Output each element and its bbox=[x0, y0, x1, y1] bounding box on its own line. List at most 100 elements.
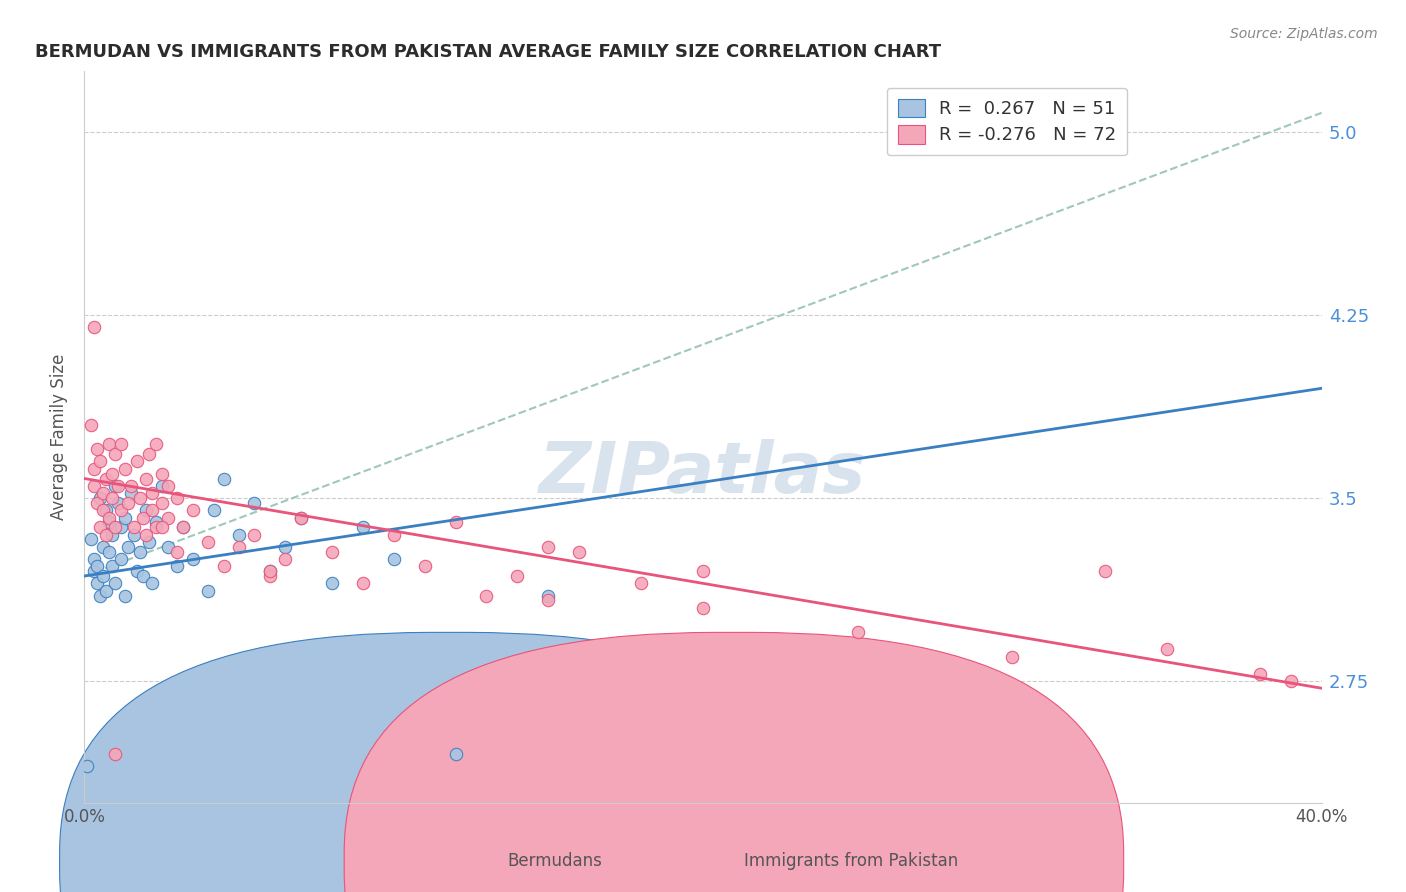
Point bbox=[444, 747, 467, 761]
Point bbox=[1156, 642, 1178, 657]
Point bbox=[259, 564, 281, 578]
Point bbox=[290, 510, 312, 524]
Point bbox=[76, 759, 98, 773]
Point bbox=[91, 486, 114, 500]
Point bbox=[83, 462, 105, 476]
Point bbox=[89, 454, 111, 468]
Point bbox=[132, 510, 155, 524]
Point bbox=[138, 447, 160, 461]
Point bbox=[506, 569, 529, 583]
Point bbox=[125, 454, 148, 468]
Point bbox=[630, 576, 652, 591]
Point bbox=[537, 593, 560, 607]
Point bbox=[98, 437, 121, 451]
Text: BERMUDAN VS IMMIGRANTS FROM PAKISTAN AVERAGE FAMILY SIZE CORRELATION CHART: BERMUDAN VS IMMIGRANTS FROM PAKISTAN AVE… bbox=[35, 44, 941, 62]
Point bbox=[141, 576, 163, 591]
Point bbox=[321, 576, 343, 591]
Point bbox=[117, 496, 139, 510]
Point bbox=[156, 479, 179, 493]
Y-axis label: Average Family Size: Average Family Size bbox=[51, 354, 69, 520]
Point bbox=[259, 569, 281, 583]
Point bbox=[197, 535, 219, 549]
Legend: R =  0.267   N = 51, R = -0.276   N = 72: R = 0.267 N = 51, R = -0.276 N = 72 bbox=[887, 87, 1128, 155]
Point bbox=[537, 540, 560, 554]
Point bbox=[129, 544, 152, 558]
Point bbox=[212, 559, 235, 574]
Point bbox=[101, 559, 124, 574]
Point bbox=[120, 479, 142, 493]
Point bbox=[120, 486, 142, 500]
Point bbox=[114, 589, 136, 603]
Point bbox=[141, 503, 163, 517]
Point bbox=[382, 527, 405, 541]
Point bbox=[104, 576, 127, 591]
Point bbox=[202, 503, 225, 517]
Point bbox=[101, 467, 124, 481]
Point bbox=[568, 544, 591, 558]
Point bbox=[91, 540, 114, 554]
Point bbox=[1094, 564, 1116, 578]
Point bbox=[98, 544, 121, 558]
Point bbox=[150, 520, 173, 534]
Text: Bermudans: Bermudans bbox=[508, 853, 602, 871]
Point bbox=[166, 491, 188, 505]
Point bbox=[104, 479, 127, 493]
Point bbox=[107, 479, 129, 493]
Point bbox=[110, 437, 132, 451]
Point bbox=[94, 527, 117, 541]
Point bbox=[125, 564, 148, 578]
Point bbox=[150, 479, 173, 493]
Point bbox=[274, 540, 297, 554]
Point bbox=[259, 564, 281, 578]
Point bbox=[110, 520, 132, 534]
Point bbox=[122, 520, 145, 534]
Point bbox=[352, 520, 374, 534]
Point bbox=[692, 564, 714, 578]
Text: ZIPatlas: ZIPatlas bbox=[540, 439, 866, 508]
Point bbox=[444, 516, 467, 530]
Point bbox=[114, 462, 136, 476]
Point bbox=[83, 564, 105, 578]
Point bbox=[321, 544, 343, 558]
Point bbox=[135, 503, 157, 517]
Point bbox=[94, 583, 117, 598]
Point bbox=[86, 576, 108, 591]
Point bbox=[274, 552, 297, 566]
FancyBboxPatch shape bbox=[59, 632, 839, 892]
Point bbox=[141, 486, 163, 500]
Point bbox=[132, 569, 155, 583]
Point bbox=[537, 589, 560, 603]
Point bbox=[101, 491, 124, 505]
Point bbox=[110, 503, 132, 517]
FancyBboxPatch shape bbox=[344, 632, 1123, 892]
Point bbox=[104, 447, 127, 461]
Point bbox=[150, 496, 173, 510]
Point bbox=[475, 589, 498, 603]
Point bbox=[181, 503, 204, 517]
Point bbox=[1279, 673, 1302, 688]
Point bbox=[172, 520, 194, 534]
Point bbox=[110, 552, 132, 566]
Point bbox=[413, 559, 436, 574]
Point bbox=[166, 544, 188, 558]
Point bbox=[181, 552, 204, 566]
Point bbox=[145, 516, 167, 530]
Point bbox=[156, 540, 179, 554]
Point bbox=[145, 437, 167, 451]
Point bbox=[212, 471, 235, 485]
Point bbox=[83, 320, 105, 334]
Point bbox=[1001, 649, 1024, 664]
Point bbox=[86, 496, 108, 510]
Point bbox=[104, 520, 127, 534]
Point bbox=[138, 535, 160, 549]
Point bbox=[101, 527, 124, 541]
Point bbox=[94, 471, 117, 485]
Point bbox=[135, 471, 157, 485]
Point bbox=[166, 559, 188, 574]
Point bbox=[150, 467, 173, 481]
Point bbox=[114, 510, 136, 524]
Point bbox=[846, 625, 869, 640]
Point bbox=[243, 496, 266, 510]
Point bbox=[98, 516, 121, 530]
Point bbox=[89, 589, 111, 603]
